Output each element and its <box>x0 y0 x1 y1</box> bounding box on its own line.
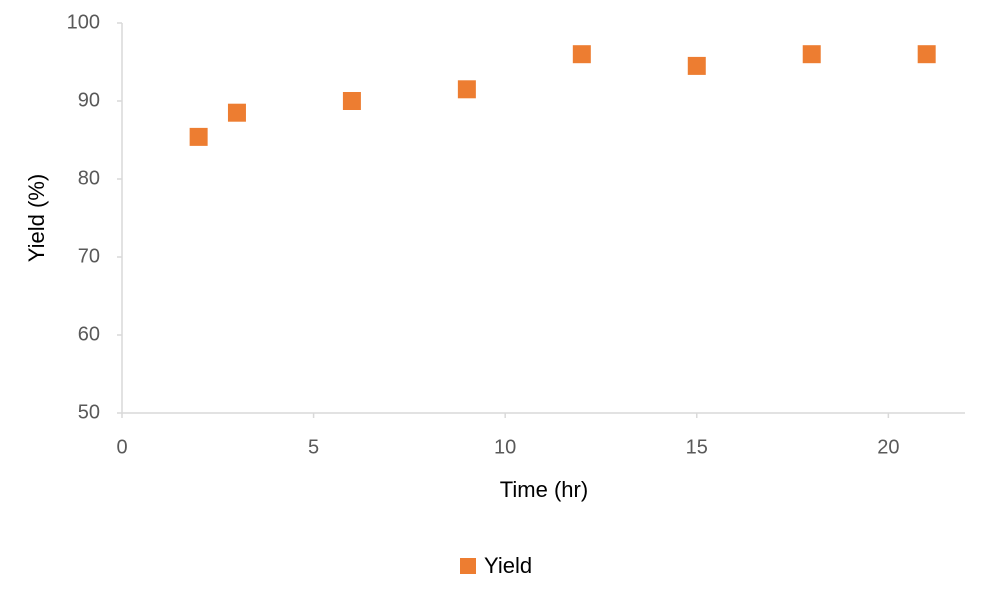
x-tick-label: 15 <box>686 436 708 458</box>
point <box>342 92 361 110</box>
point <box>802 45 821 64</box>
y-tick-label: 80 <box>78 167 100 189</box>
x-tick-label: 10 <box>494 436 516 458</box>
y-tick-label: 70 <box>78 245 100 267</box>
point <box>917 45 936 64</box>
point <box>457 80 476 99</box>
x-tick-label: 20 <box>877 436 899 458</box>
y-tick-label: 100 <box>67 11 100 33</box>
x-tick-label: 5 <box>308 436 319 458</box>
y-tick-label: 50 <box>78 401 100 423</box>
point <box>572 45 591 64</box>
point <box>189 127 208 146</box>
y-axis-title: Yield (%) <box>24 174 49 262</box>
point <box>227 103 246 122</box>
point <box>687 56 706 75</box>
legend-marker <box>460 558 476 574</box>
x-tick-label: 0 <box>116 436 127 458</box>
legend-label: Yield <box>484 553 532 578</box>
x-axis-title: Time (hr) <box>500 477 588 502</box>
y-tick-label: 60 <box>78 323 100 345</box>
y-tick-label: 90 <box>78 89 100 111</box>
